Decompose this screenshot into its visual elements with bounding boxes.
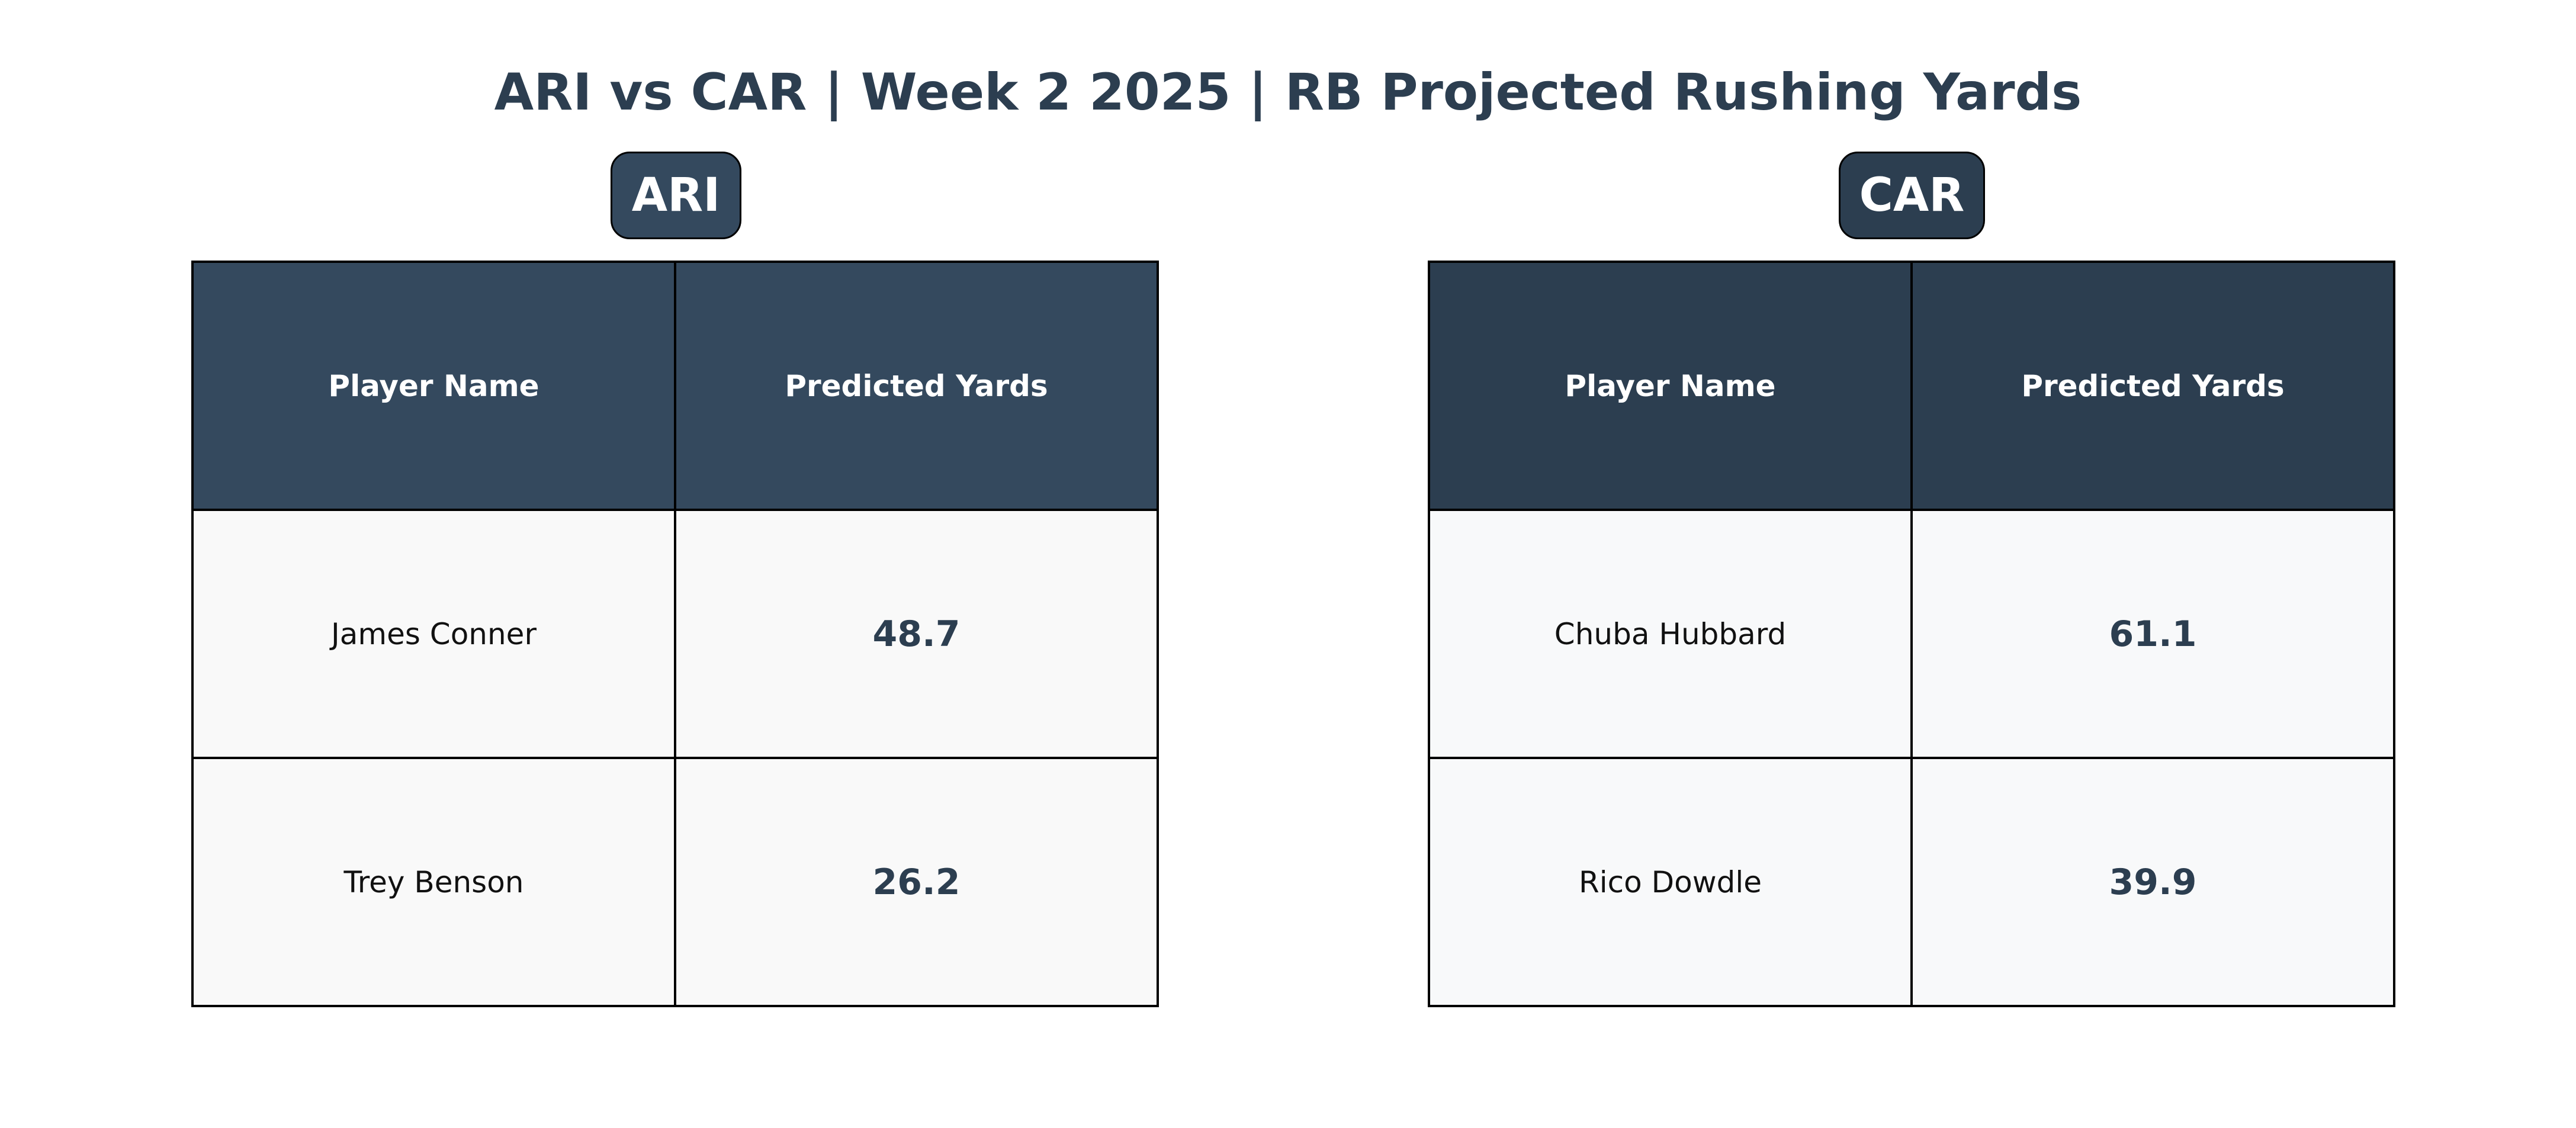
predicted-yards-cell: 48.7	[674, 509, 1159, 759]
column-header-player-name: Player Name	[191, 261, 676, 511]
player-name-cell: Trey Benson	[191, 757, 676, 1007]
player-name-cell: Rico Dowdle	[1428, 757, 1913, 1007]
predicted-yards-cell: 39.9	[1910, 757, 2395, 1007]
column-header-predicted-yards: Predicted Yards	[1910, 261, 2395, 511]
table-row: Trey Benson 26.2	[191, 757, 1159, 1007]
team-table-ari: Player Name Predicted Yards James Conner…	[191, 261, 1159, 1007]
player-name-cell: James Conner	[191, 509, 676, 759]
table-row: Rico Dowdle 39.9	[1428, 757, 2395, 1007]
team-badge-car: CAR	[1839, 152, 1985, 239]
team-table-car: Player Name Predicted Yards Chuba Hubbar…	[1428, 261, 2395, 1007]
predicted-yards-cell: 61.1	[1910, 509, 2395, 759]
page-title: ARI vs CAR | Week 2 2025 | RB Projected …	[494, 63, 2082, 122]
team-badge-ari: ARI	[611, 152, 741, 239]
table-header-row: Player Name Predicted Yards	[1428, 261, 2395, 511]
table-row: James Conner 48.7	[191, 509, 1159, 759]
predicted-yards-cell: 26.2	[674, 757, 1159, 1007]
table-header-row: Player Name Predicted Yards	[191, 261, 1159, 511]
table-row: Chuba Hubbard 61.1	[1428, 509, 2395, 759]
column-header-predicted-yards: Predicted Yards	[674, 261, 1159, 511]
column-header-player-name: Player Name	[1428, 261, 1913, 511]
player-name-cell: Chuba Hubbard	[1428, 509, 1913, 759]
